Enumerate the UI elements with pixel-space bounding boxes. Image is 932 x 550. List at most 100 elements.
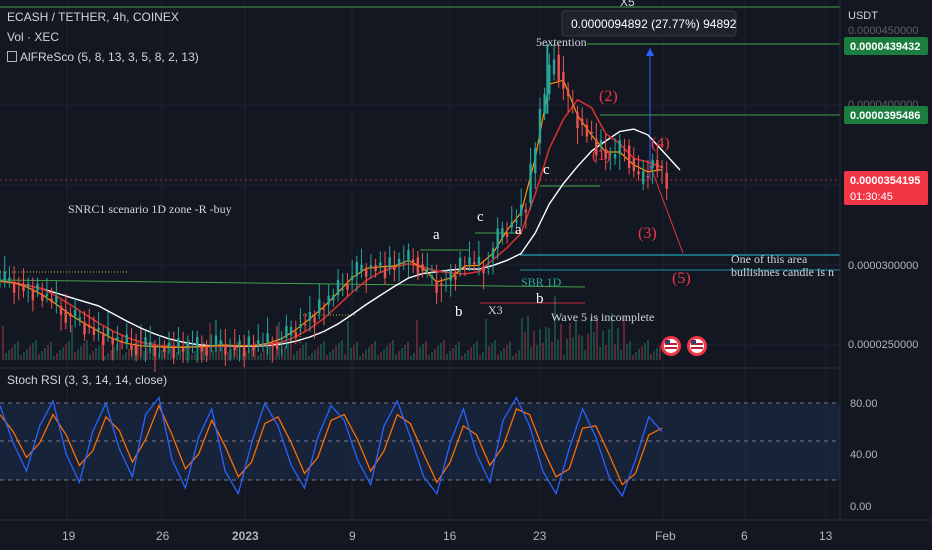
candle-body [69, 313, 72, 317]
volume-bar [125, 352, 127, 360]
volume-bar [659, 345, 661, 360]
candle-body [534, 148, 537, 174]
volume-bar [158, 353, 160, 360]
volume-bar [236, 343, 238, 360]
volume-bar [293, 354, 295, 360]
volume-bar [194, 351, 196, 360]
tooltip-text: 0.0000094892 (27.77%) 94892 [571, 17, 737, 31]
candle-body [336, 280, 340, 296]
time-tick-13: 13 [819, 529, 833, 543]
candle-body [313, 316, 316, 323]
volume-bar [608, 329, 610, 360]
volume-bar [641, 346, 643, 360]
candle-body [651, 159, 654, 168]
volume-bar [278, 322, 280, 360]
volume-bar [329, 352, 331, 360]
volume-bar [203, 342, 205, 360]
volume-bar [530, 347, 532, 360]
volume-bar [614, 344, 616, 360]
eye-icon[interactable] [7, 51, 17, 62]
time-tick-2023: 2023 [232, 529, 259, 543]
volume-bar [26, 349, 28, 360]
rsi-tick-0: 0.00 [850, 501, 871, 513]
badge-countdown-text: 01:30:45 [850, 191, 893, 203]
volume-bar [524, 332, 526, 360]
volume-bar [215, 347, 217, 360]
volume-bar [551, 342, 553, 360]
volume-bar [95, 348, 97, 360]
candle-body [205, 346, 208, 356]
volume-bar [374, 341, 376, 360]
candle-body [524, 209, 528, 213]
candle-body [55, 296, 58, 303]
volume-bar [86, 340, 88, 360]
candle-body [78, 317, 82, 320]
candle-body [111, 337, 114, 345]
volume-bar [59, 350, 61, 360]
volume-bar [41, 351, 43, 360]
candle-body [350, 275, 354, 281]
volume-bar [302, 345, 304, 360]
wave-2: (2) [599, 88, 618, 105]
currency-label: USDT [848, 10, 878, 22]
volume-bar [626, 344, 628, 360]
candle-body [637, 171, 640, 175]
volume-bar [344, 354, 346, 360]
volume-bar [137, 340, 139, 360]
candle-body [125, 334, 128, 343]
us-flag-icon[interactable] [661, 336, 681, 356]
candle-body [463, 267, 467, 270]
area-note-2: bullishnes candle is n [731, 265, 834, 279]
volume-bar [533, 331, 535, 360]
rsi-tick-40: 40.00 [850, 449, 878, 461]
volume-bar [635, 352, 637, 360]
candle-body [590, 131, 593, 134]
symbol-legend: ECASH / TETHER, 4h, COINEX [7, 10, 179, 24]
volume-bar [131, 346, 133, 360]
volume-bar [545, 327, 547, 360]
candle-body [411, 259, 415, 263]
candle-body [468, 257, 471, 265]
candle-body [604, 149, 607, 159]
badge-395486 [844, 106, 928, 124]
volume-bar [290, 340, 292, 360]
candle-body [195, 337, 199, 347]
volume-bar [275, 355, 277, 360]
volume-bar [596, 316, 598, 360]
wave-b2: b [536, 291, 544, 307]
badge-last-price [844, 171, 928, 205]
volume-bar [107, 353, 109, 360]
candle-body [120, 341, 124, 343]
candle-body [477, 256, 481, 265]
volume-bar [386, 346, 388, 360]
candle-body [383, 267, 387, 279]
measure-tooltip: 0.0000094892 (27.77%) 94892 X5 [561, 0, 737, 37]
volume-bar [578, 335, 580, 360]
volume-bar [632, 355, 634, 360]
candle-body [186, 341, 190, 348]
volume-bar [17, 341, 19, 360]
candle-body [585, 124, 589, 137]
volume-bar [80, 346, 82, 360]
volume-bar [605, 345, 607, 360]
us-flag-icon[interactable] [687, 336, 707, 356]
volume-bar [50, 342, 52, 360]
badge-last-price-text: 0.0000354195 [850, 175, 920, 187]
wave5-note: Wave 5 is incomplete [551, 310, 654, 324]
candle-body [388, 257, 391, 269]
candle-body [613, 154, 617, 159]
volume-bar [14, 344, 16, 360]
volume-bar [209, 323, 211, 360]
volume-bar [521, 318, 523, 360]
candle-body [294, 331, 297, 338]
candle-body [172, 347, 175, 358]
candle-body [646, 175, 650, 178]
volume-bar [581, 336, 583, 360]
candle-body [656, 159, 659, 172]
wave-b1: b [455, 304, 463, 320]
volume-bar [38, 354, 40, 360]
candle-body [266, 333, 269, 344]
volume-bar [341, 340, 343, 360]
volume-bar [449, 351, 451, 360]
